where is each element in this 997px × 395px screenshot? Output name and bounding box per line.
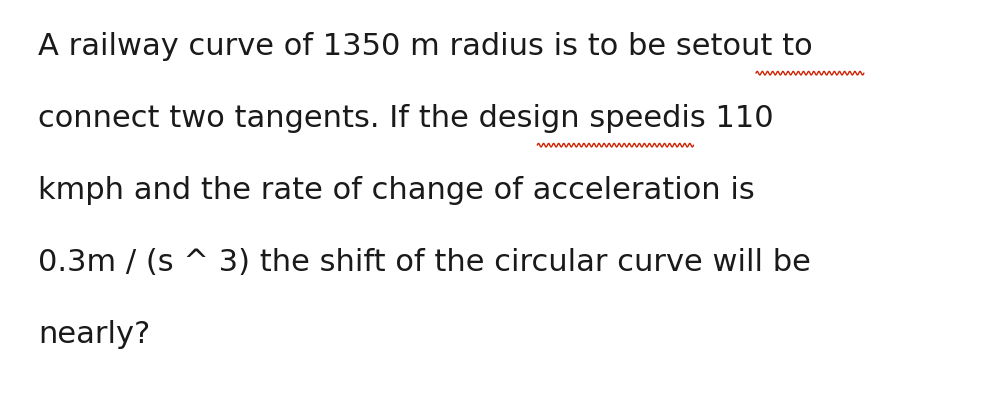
Text: A railway curve of 1350 m radius is to be setout to: A railway curve of 1350 m radius is to b… [38, 32, 813, 61]
Text: nearly?: nearly? [38, 320, 151, 349]
Text: connect two tangents. If the design speedis 110: connect two tangents. If the design spee… [38, 104, 774, 133]
Text: 0.3m / (s ^ 3) the shift of the circular curve will be: 0.3m / (s ^ 3) the shift of the circular… [38, 248, 811, 277]
Text: kmph and the rate of change of acceleration is: kmph and the rate of change of accelerat… [38, 176, 755, 205]
